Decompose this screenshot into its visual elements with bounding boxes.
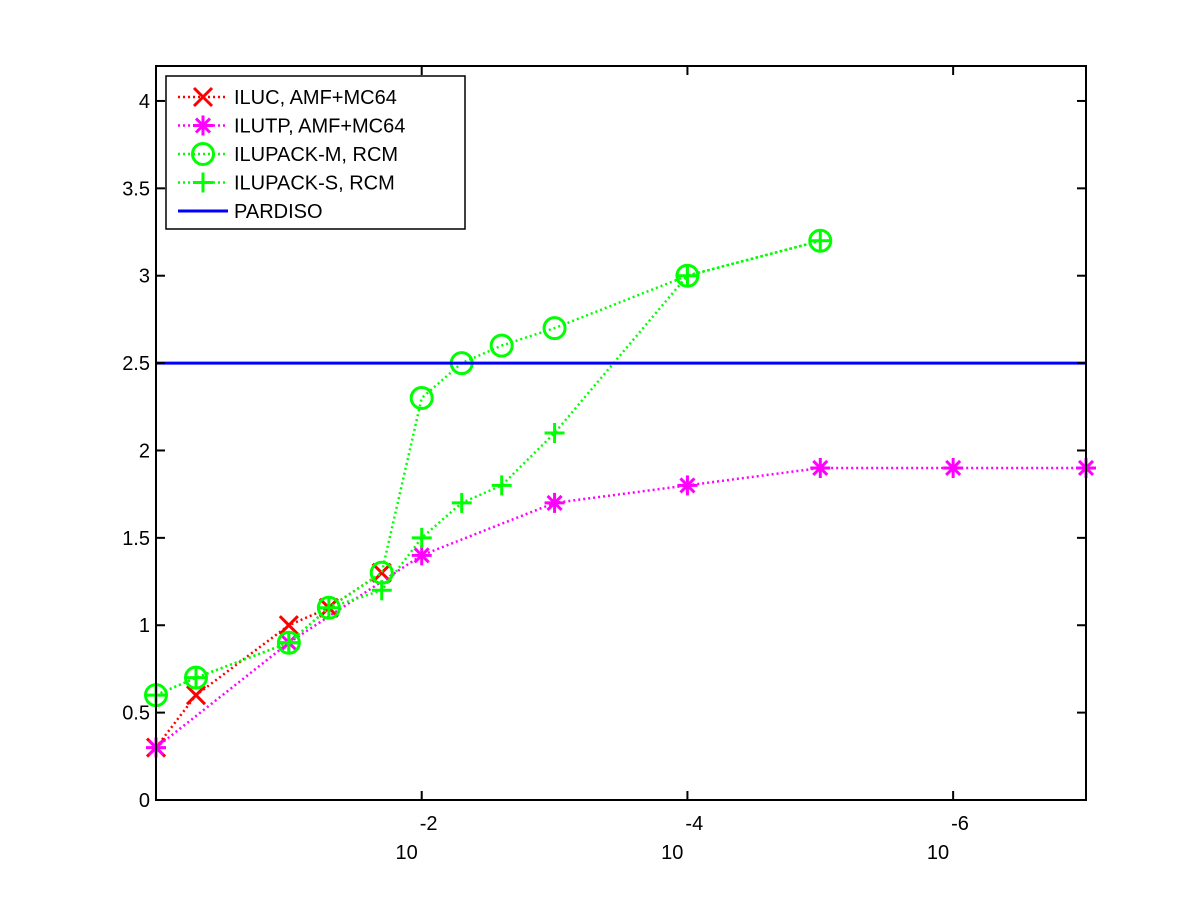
y-tick-label-6: 3 xyxy=(139,266,150,288)
data-point-ilupack-m-rcm-5 xyxy=(409,386,434,411)
x-tick-label-base-0: 10 xyxy=(395,842,417,864)
data-point-ilutp-amf-mc64-5-d2 xyxy=(812,459,829,477)
legend-label-ilupack-m-rcm: ILUPACK-M, RCM xyxy=(234,144,398,166)
series-line-ilutp-amf-mc64 xyxy=(155,466,1086,749)
data-point-iluc-amf-mc64-4-b xyxy=(371,562,392,583)
data-point-ilupack-m-rcm-8 xyxy=(542,316,567,341)
legend-label-pardiso: PARDISO xyxy=(234,201,323,223)
plot-area xyxy=(144,228,1096,758)
data-point-iluc-amf-mc64-2-b xyxy=(278,615,299,636)
data-point-ilupack-m-rcm-9 xyxy=(675,263,700,288)
legend-label-iluc-amf-mc64: ILUC, AMF+MC64 xyxy=(234,87,397,109)
x-tick-label-exponent-1: -4 xyxy=(685,813,703,835)
y-tick-label-4: 2 xyxy=(139,440,150,462)
y-tick-label-2: 1 xyxy=(139,615,150,637)
data-point-ilutp-amf-mc64-2-d2 xyxy=(413,547,430,564)
x-tick-label-exponent-2: -6 xyxy=(951,813,969,835)
y-tick-label-5: 2.5 xyxy=(122,353,150,375)
legend-label-ilupack-s-rcm: ILUPACK-S, RCM xyxy=(234,173,395,195)
y-tick-label-3: 1.5 xyxy=(122,528,150,550)
series-ilutp-amf-mc64 xyxy=(146,457,1096,758)
axes-frame xyxy=(155,65,1087,801)
y-tick-label-1: 0.5 xyxy=(122,703,150,725)
x-tick-label-base-2: 10 xyxy=(927,842,949,864)
data-point-ilutp-amf-mc64-6-d2 xyxy=(945,459,962,477)
y-tick-label-7: 3.5 xyxy=(122,178,150,200)
y-tick-label-8: 4 xyxy=(139,91,150,113)
data-point-ilutp-amf-mc64-4-d2 xyxy=(679,477,696,494)
series-line-iluc-amf-mc64 xyxy=(155,571,383,749)
legend: ILUC, AMF+MC64 ILUTP, AMF+MC64 ILUPACK-M, … xyxy=(165,75,466,230)
data-point-ilupack-m-rcm-3 xyxy=(316,595,341,620)
x-tick-label-exponent-0: -2 xyxy=(420,813,438,835)
legend-box xyxy=(165,75,466,230)
data-point-iluc-amf-mc64-1-b xyxy=(185,685,207,706)
data-point-ilutp-amf-mc64-3-d2 xyxy=(546,494,563,511)
legend-marker-iluc-amf-mc64-b xyxy=(192,86,214,108)
legend-marker-ilupack-m-rcm xyxy=(191,142,215,166)
series-ilupack-s-rcm xyxy=(146,230,831,706)
data-point-ilupack-m-rcm-10 xyxy=(808,228,833,253)
y-tick-label-0: 0 xyxy=(139,790,150,812)
legend-marker-ilutp-amf-mc64-d2 xyxy=(194,117,212,134)
legend-label-ilutp-amf-mc64: ILUTP, AMF+MC64 xyxy=(234,116,405,138)
data-point-ilupack-m-rcm-2 xyxy=(276,630,301,655)
x-tick-label-base-1: 10 xyxy=(661,842,683,864)
data-point-ilupack-m-rcm-1 xyxy=(183,665,208,690)
data-point-ilupack-m-rcm-7 xyxy=(489,333,514,358)
